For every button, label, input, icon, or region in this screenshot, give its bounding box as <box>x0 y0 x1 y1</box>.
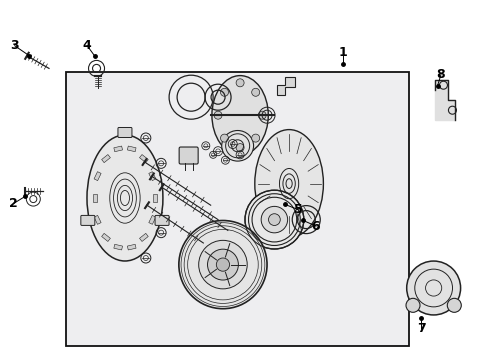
Circle shape <box>214 111 222 119</box>
Bar <box>66 72 409 346</box>
Text: 8: 8 <box>437 68 445 81</box>
Circle shape <box>252 88 260 96</box>
Ellipse shape <box>222 130 254 161</box>
Text: 2: 2 <box>9 197 18 210</box>
Circle shape <box>406 298 420 312</box>
Bar <box>140 154 148 163</box>
Circle shape <box>208 249 239 280</box>
Bar <box>93 194 97 202</box>
Polygon shape <box>436 80 455 120</box>
Circle shape <box>220 134 228 142</box>
Bar <box>114 146 122 152</box>
Bar <box>114 244 122 250</box>
Circle shape <box>261 206 288 233</box>
Bar <box>94 215 101 224</box>
Bar <box>153 194 157 202</box>
Circle shape <box>252 134 260 142</box>
Circle shape <box>179 220 267 309</box>
Bar <box>101 233 110 242</box>
Ellipse shape <box>212 76 269 155</box>
FancyBboxPatch shape <box>118 127 132 138</box>
Polygon shape <box>277 77 295 95</box>
Text: 4: 4 <box>83 39 92 52</box>
Circle shape <box>236 79 244 87</box>
Bar <box>127 244 136 250</box>
Text: 6: 6 <box>312 220 320 233</box>
Ellipse shape <box>87 135 163 261</box>
Bar <box>140 233 148 242</box>
Bar <box>101 154 110 163</box>
FancyBboxPatch shape <box>179 147 198 164</box>
Circle shape <box>199 240 247 289</box>
Bar <box>149 215 156 224</box>
Text: 5: 5 <box>294 203 302 216</box>
FancyBboxPatch shape <box>81 215 95 225</box>
Ellipse shape <box>255 130 323 238</box>
Text: 7: 7 <box>417 322 426 335</box>
Circle shape <box>269 214 280 225</box>
Circle shape <box>258 111 266 119</box>
Text: 3: 3 <box>10 39 19 52</box>
Circle shape <box>220 88 228 96</box>
Circle shape <box>217 258 230 271</box>
Circle shape <box>407 261 461 315</box>
Circle shape <box>236 144 244 152</box>
Circle shape <box>245 190 304 249</box>
Bar <box>127 146 136 152</box>
Bar <box>149 172 156 181</box>
Bar <box>94 172 101 181</box>
Text: 1: 1 <box>339 46 347 59</box>
Circle shape <box>447 298 461 312</box>
FancyBboxPatch shape <box>155 215 169 225</box>
